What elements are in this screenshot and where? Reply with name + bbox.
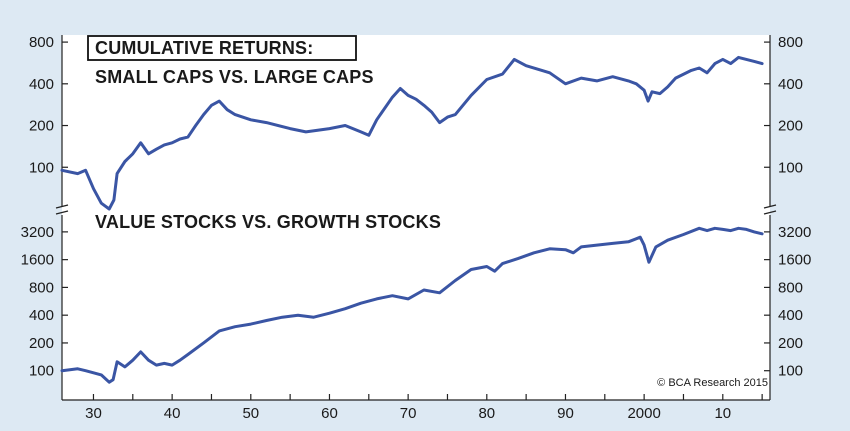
x-axis: 30 40 50 60 70 80 90 2000 10 xyxy=(62,394,770,422)
y-tick-label-left: 200 xyxy=(29,118,54,135)
plot-frame xyxy=(55,35,777,400)
plot-area xyxy=(62,35,770,400)
series-line xyxy=(60,55,764,211)
y-tick-label-left: 800 xyxy=(29,34,54,51)
y-tick-label-right: 200 xyxy=(778,335,803,352)
panel-title-line-2: SMALL CAPS VS. LARGE CAPS xyxy=(95,67,374,87)
x-tick-label: 50 xyxy=(242,405,259,422)
axis-break-left-2 xyxy=(55,210,69,215)
y-tick-label-left: 100 xyxy=(29,159,54,176)
y-tick-label-right: 100 xyxy=(778,159,803,176)
panel-value-vs-growth: 100 100 200 200 400 400 800 800 1600 1600 3200 3200… xyxy=(21,212,811,384)
y-tick-label-right: 1600 xyxy=(778,252,811,269)
y-tick-label-right: 100 xyxy=(778,363,803,380)
panel-title-box xyxy=(87,35,357,61)
x-tick-label: 40 xyxy=(164,405,181,422)
copyright-credit: © BCA Research 2015 xyxy=(657,377,768,389)
series-line xyxy=(60,226,764,384)
y-tick-label-right: 400 xyxy=(778,307,803,324)
axis-break-right-2 xyxy=(763,210,777,215)
y-tick-label-right: 200 xyxy=(778,118,803,135)
y-tick-label-right: 400 xyxy=(778,76,803,93)
x-tick-label: 80 xyxy=(478,405,495,422)
y-tick-label-left: 3200 xyxy=(21,224,54,241)
x-tick-label: 90 xyxy=(557,405,574,422)
panel-title: VALUE STOCKS VS. GROWTH STOCKS xyxy=(95,212,441,232)
y-tick-label-right: 800 xyxy=(778,34,803,51)
x-tick-label: 60 xyxy=(321,405,338,422)
y-tick-label-left: 400 xyxy=(29,307,54,324)
x-tick-label: 30 xyxy=(85,405,102,422)
x-tick-label: 10 xyxy=(714,405,731,422)
y-tick-label-left: 800 xyxy=(29,279,54,296)
y-tick-label-right: 800 xyxy=(778,279,803,296)
axis-break-left-1 xyxy=(55,204,69,209)
x-tick-label: 70 xyxy=(400,405,417,422)
y-tick-label-left: 100 xyxy=(29,363,54,380)
y-tick-label-left: 400 xyxy=(29,76,54,93)
x-tick-label: 2000 xyxy=(627,405,660,422)
panel-title-line-1: CUMULATIVE RETURNS: xyxy=(95,38,313,58)
y-tick-label-left: 200 xyxy=(29,335,54,352)
axis-break-right-1 xyxy=(763,204,777,209)
y-tick-label-right: 3200 xyxy=(778,224,811,241)
y-tick-label-left: 1600 xyxy=(21,252,54,269)
panel-small-vs-large-caps: 100 100 200 200 400 400 800 800 CUMULATIVE RETUR… xyxy=(29,34,803,211)
